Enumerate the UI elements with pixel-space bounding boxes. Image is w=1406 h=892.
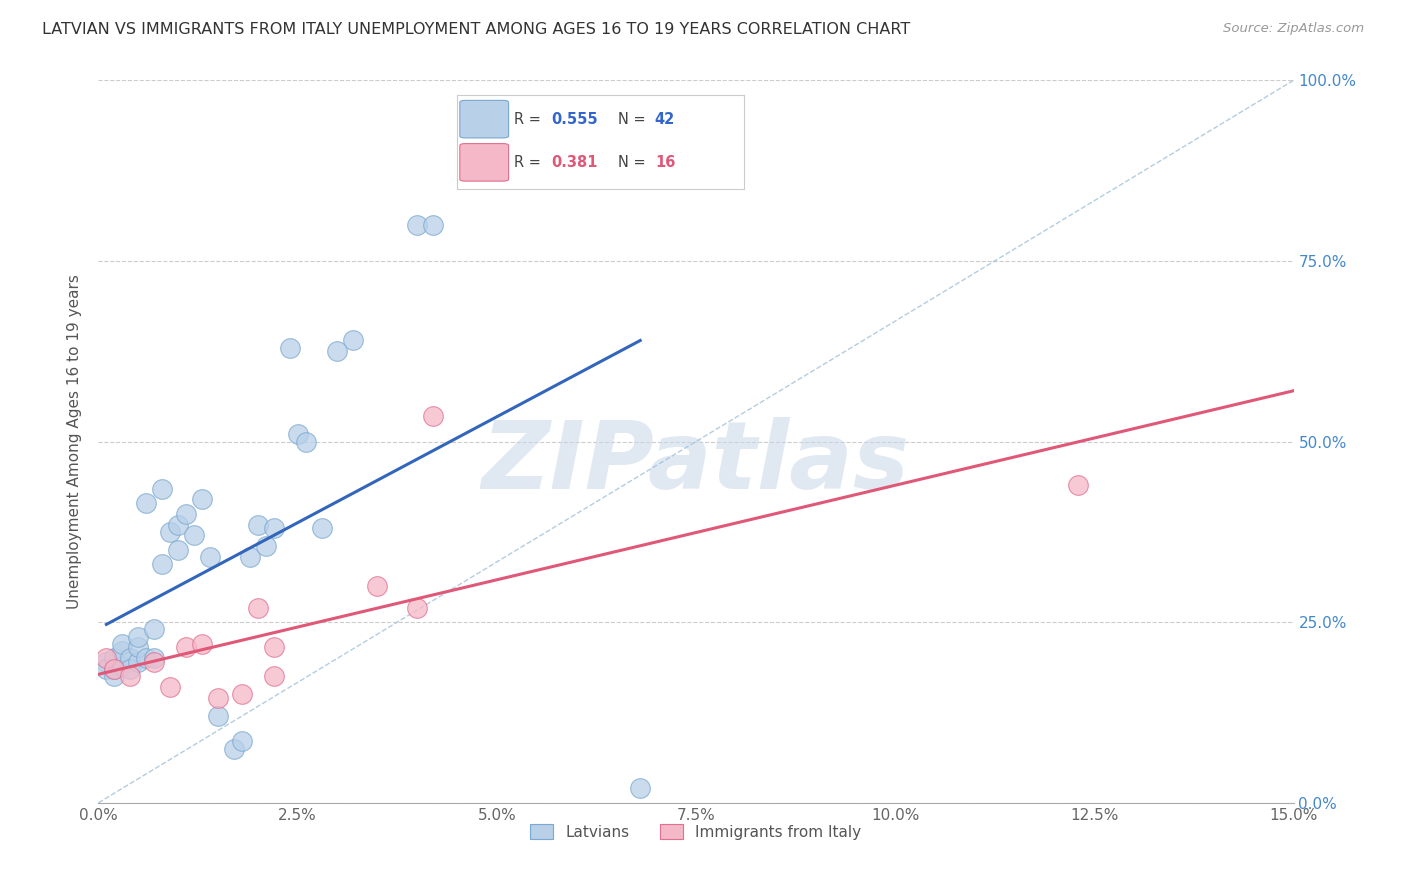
Point [111, 658, 134, 673]
Point [222, 741, 245, 756]
Point [278, 341, 301, 355]
Point [159, 680, 181, 694]
Point [263, 640, 285, 655]
Point [143, 623, 166, 637]
Point [231, 734, 253, 748]
Point [207, 691, 229, 706]
Point [120, 662, 142, 676]
Point [159, 524, 181, 539]
Point [111, 637, 134, 651]
Point [150, 482, 173, 496]
Point [207, 709, 229, 723]
Point [127, 630, 149, 644]
Point [191, 637, 214, 651]
Point [254, 539, 277, 553]
Point [311, 521, 333, 535]
Point [246, 600, 269, 615]
Point [342, 334, 364, 348]
Y-axis label: Unemployment Among Ages 16 to 19 years: Unemployment Among Ages 16 to 19 years [67, 274, 83, 609]
Point [96, 655, 118, 669]
Point [111, 644, 134, 658]
Point [103, 669, 125, 683]
Text: Source: ZipAtlas.com: Source: ZipAtlas.com [1223, 22, 1364, 36]
Point [120, 669, 142, 683]
Point [103, 651, 125, 665]
Legend: Latvians, Immigrants from Italy: Latvians, Immigrants from Italy [524, 818, 868, 846]
Point [127, 655, 149, 669]
Point [287, 427, 309, 442]
Point [167, 517, 190, 532]
Point [143, 655, 166, 669]
Point [191, 492, 214, 507]
Point [239, 550, 262, 565]
Point [96, 662, 118, 676]
Point [183, 528, 205, 542]
Point [143, 651, 166, 665]
Point [120, 651, 142, 665]
Point [198, 550, 221, 565]
Point [406, 218, 429, 232]
Point [103, 662, 125, 676]
Point [174, 507, 197, 521]
Point [135, 651, 157, 665]
Point [294, 434, 316, 449]
Point [150, 558, 173, 572]
Point [422, 218, 444, 232]
Point [231, 687, 253, 701]
Point [174, 640, 197, 655]
Point [127, 640, 149, 655]
Point [628, 781, 651, 796]
Text: ZIPatlas: ZIPatlas [482, 417, 910, 509]
Point [1067, 478, 1090, 492]
Point [96, 651, 118, 665]
Text: LATVIAN VS IMMIGRANTS FROM ITALY UNEMPLOYMENT AMONG AGES 16 TO 19 YEARS CORRELAT: LATVIAN VS IMMIGRANTS FROM ITALY UNEMPLO… [42, 22, 911, 37]
Point [366, 579, 388, 593]
Point [406, 600, 429, 615]
Point [167, 542, 190, 557]
Point [422, 409, 444, 424]
Point [263, 521, 285, 535]
Point [326, 344, 349, 359]
Point [135, 496, 157, 510]
Point [246, 517, 269, 532]
Point [263, 669, 285, 683]
Point [103, 662, 125, 676]
